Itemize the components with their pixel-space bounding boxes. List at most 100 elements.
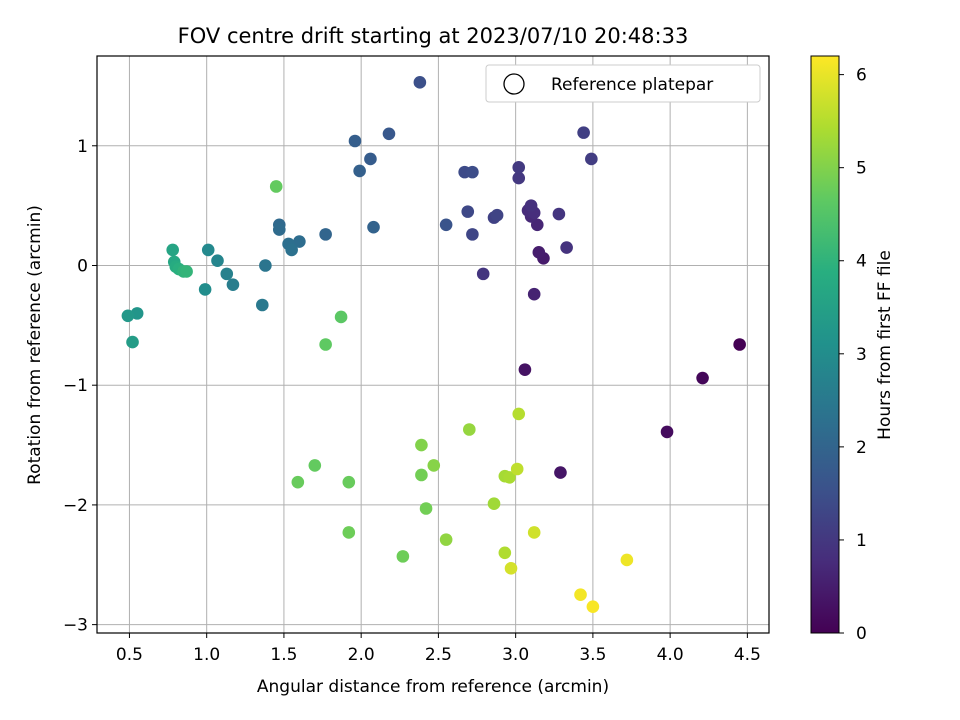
data-point: [577, 126, 590, 139]
data-point: [524, 199, 538, 212]
x-tick-label: 3.5: [579, 645, 606, 665]
data-point: [696, 371, 709, 385]
data-point: [413, 76, 427, 89]
data-point: [415, 438, 428, 452]
x-tick-label: 0.5: [116, 645, 143, 665]
data-point: [342, 526, 356, 539]
data-point: [439, 533, 453, 546]
data-point: [126, 335, 139, 349]
data-point: [396, 550, 410, 563]
data-point: [220, 267, 234, 281]
colorbar-tick-label: 0: [856, 624, 867, 644]
data-point: [201, 243, 215, 257]
colorbar-ticks: 0 1 2 3 4 5 6: [839, 66, 867, 644]
data-point: [308, 459, 322, 472]
colorbar-label: Hours from first FF file: [875, 250, 895, 440]
legend-marker-open-circle: [503, 73, 525, 95]
data-point: [342, 475, 356, 489]
data-point: [211, 254, 224, 268]
data-point: [510, 462, 524, 476]
x-tick-label: 2.0: [348, 645, 375, 665]
x-tick-label: 1.5: [270, 645, 297, 665]
y-axis-label: Rotation from reference (arcmin): [25, 205, 45, 485]
data-point: [512, 407, 526, 421]
x-axis-ticks: 0.5 1.0 1.5 2.0 2.5 3.0 3.5 4.0 4.5: [116, 633, 761, 665]
y-tick-label: −3: [63, 616, 88, 636]
chart-title: FOV centre drift starting at 2023/07/10 …: [178, 24, 689, 48]
data-point: [259, 259, 272, 272]
data-point: [334, 310, 348, 324]
data-point: [348, 134, 362, 148]
legend-box: [485, 64, 761, 103]
legend: Reference platepar: [485, 64, 761, 103]
data-point: [419, 502, 433, 515]
colorbar-tick-label: 4: [856, 252, 867, 272]
y-axis-ticks: −3 −2 −1 0 1: [63, 137, 97, 636]
data-point: [198, 283, 212, 296]
data-point: [487, 497, 501, 511]
data-point: [512, 171, 526, 185]
data-point: [166, 243, 179, 257]
data-point: [293, 235, 306, 248]
data-point: [518, 363, 532, 376]
y-tick-label: −2: [63, 496, 88, 516]
grid-lines: [97, 56, 769, 633]
colorbar: 0 1 2 3 4 5 6 Hours from first FF file: [810, 55, 895, 644]
colorbar-tick-label: 3: [856, 345, 867, 365]
colorbar-tick-label: 6: [856, 66, 867, 86]
x-tick-label: 3.0: [502, 645, 529, 665]
data-point: [527, 526, 541, 539]
data-point: [585, 152, 598, 166]
colorbar-tick-label: 2: [856, 438, 867, 458]
data-point: [353, 164, 366, 178]
data-point: [660, 425, 674, 439]
data-point: [552, 207, 566, 221]
data-point: [466, 228, 479, 241]
data-point: [180, 265, 193, 278]
data-point: [226, 278, 240, 291]
x-tick-label: 2.5: [425, 645, 452, 665]
data-point: [498, 546, 512, 560]
data-point: [586, 600, 600, 613]
data-point: [466, 165, 479, 179]
legend-entry-reference-platepar: Reference platepar: [551, 75, 713, 95]
x-tick-label: 4.0: [657, 645, 684, 665]
data-point: [285, 243, 298, 257]
data-point: [364, 152, 377, 166]
data-point: [554, 466, 567, 479]
data-point: [476, 267, 490, 281]
data-points: [121, 76, 746, 613]
data-point: [512, 161, 526, 174]
data-point: [319, 228, 332, 241]
data-point: [382, 127, 396, 141]
y-tick-label: 0: [77, 256, 88, 276]
data-point: [490, 208, 504, 222]
data-point: [503, 471, 516, 484]
data-point: [291, 475, 305, 489]
data-point: [463, 423, 476, 436]
colorbar-tick-label: 1: [856, 531, 867, 551]
data-point: [620, 553, 634, 567]
data-point: [415, 468, 428, 482]
plot-frame: [96, 55, 770, 634]
y-tick-label: 1: [77, 137, 88, 157]
data-point: [255, 298, 269, 312]
data-point: [269, 180, 283, 193]
data-point: [733, 338, 746, 351]
data-point: [121, 309, 135, 323]
data-point: [461, 205, 475, 218]
data-point: [319, 338, 332, 351]
data-point: [272, 223, 286, 236]
y-tick-label: −1: [63, 376, 88, 396]
data-point: [560, 241, 573, 254]
data-point: [367, 220, 380, 234]
data-point: [427, 459, 441, 472]
data-point: [574, 588, 587, 601]
colorbar-tick-label: 5: [856, 159, 867, 179]
data-point: [527, 287, 541, 301]
data-point: [532, 246, 546, 259]
x-axis-label: Angular distance from reference (arcmin): [257, 677, 609, 697]
data-point: [504, 562, 518, 575]
x-tick-label: 1.0: [193, 645, 220, 665]
